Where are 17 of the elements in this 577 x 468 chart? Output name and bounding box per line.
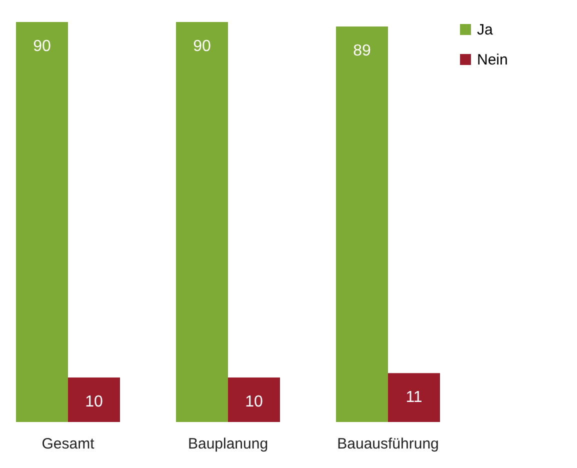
data-label: 90 — [193, 38, 211, 55]
data-label: 89 — [353, 42, 371, 60]
bar — [388, 373, 440, 422]
data-label: 10 — [85, 394, 103, 411]
data-label: 10 — [245, 394, 263, 411]
bar — [336, 26, 388, 422]
x-tick-label: Gesamt — [42, 436, 96, 452]
bar — [176, 22, 228, 422]
legend-label: Ja — [477, 22, 494, 38]
data-label: 11 — [406, 389, 422, 406]
bar — [228, 378, 280, 422]
x-tick-label: Bauausführung — [337, 436, 439, 452]
bar — [16, 22, 68, 422]
data-label: 90 — [33, 38, 51, 55]
legend-label: Nein — [477, 52, 508, 68]
x-tick-label: Bauplanung — [188, 436, 268, 452]
bar — [68, 378, 120, 422]
